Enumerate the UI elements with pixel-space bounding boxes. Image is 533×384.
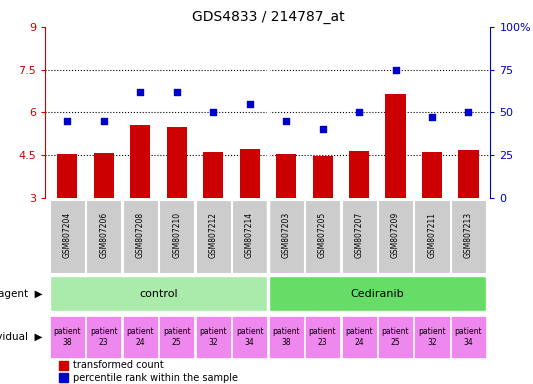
Text: patient
38: patient 38 — [272, 327, 300, 347]
Bar — [239, 149, 260, 198]
Bar — [50, 200, 85, 273]
Bar — [415, 200, 449, 273]
Text: GSM807204: GSM807204 — [63, 212, 72, 258]
Bar — [196, 316, 231, 358]
Bar — [305, 200, 340, 273]
Point — [427, 114, 436, 121]
Text: patient
32: patient 32 — [199, 327, 227, 347]
Text: patient
34: patient 34 — [236, 327, 263, 347]
Bar — [59, 373, 68, 382]
Point — [318, 126, 327, 132]
Bar — [232, 200, 267, 273]
Text: individual  ▶: individual ▶ — [0, 332, 43, 342]
Text: patient
24: patient 24 — [345, 327, 373, 347]
Text: GSM807205: GSM807205 — [318, 212, 327, 258]
Bar — [349, 151, 369, 198]
Text: patient
23: patient 23 — [309, 327, 336, 347]
Text: percentile rank within the sample: percentile rank within the sample — [73, 373, 238, 383]
Bar — [123, 316, 158, 358]
Bar — [196, 200, 231, 273]
Text: patient
25: patient 25 — [382, 327, 409, 347]
Title: GDS4833 / 214787_at: GDS4833 / 214787_at — [191, 10, 344, 25]
Text: control: control — [139, 289, 177, 299]
Bar — [342, 200, 376, 273]
Text: GSM807206: GSM807206 — [99, 212, 108, 258]
Bar — [86, 316, 121, 358]
Bar — [159, 316, 194, 358]
Bar — [385, 94, 406, 198]
Point — [136, 89, 144, 95]
Bar — [269, 316, 304, 358]
Text: GSM807209: GSM807209 — [391, 212, 400, 258]
Bar — [269, 276, 486, 311]
Bar — [378, 316, 413, 358]
Bar — [123, 200, 158, 273]
Point — [172, 89, 181, 95]
Point — [100, 118, 108, 124]
Bar — [378, 200, 413, 273]
Text: transformed count: transformed count — [73, 360, 164, 370]
Bar — [232, 316, 267, 358]
Text: patient
24: patient 24 — [126, 327, 154, 347]
Bar — [458, 150, 479, 198]
Bar — [422, 152, 442, 198]
Point — [391, 66, 400, 73]
Text: patient
38: patient 38 — [53, 327, 81, 347]
Text: GSM807214: GSM807214 — [245, 212, 254, 258]
Text: patient
32: patient 32 — [418, 327, 446, 347]
Bar — [94, 153, 114, 198]
Bar — [312, 156, 333, 198]
Text: GSM807213: GSM807213 — [464, 212, 473, 258]
Bar — [276, 154, 296, 198]
Text: GSM807207: GSM807207 — [354, 212, 364, 258]
Point — [209, 109, 217, 115]
Point — [245, 101, 254, 107]
Point — [464, 109, 473, 115]
Bar — [59, 361, 68, 369]
Bar — [451, 316, 486, 358]
Bar — [167, 127, 187, 198]
Bar — [342, 316, 376, 358]
Text: patient
25: patient 25 — [163, 327, 190, 347]
Bar — [415, 316, 449, 358]
Point — [282, 118, 290, 124]
Bar — [203, 152, 223, 198]
Text: Cediranib: Cediranib — [351, 289, 404, 299]
Point — [355, 109, 364, 115]
Text: GSM807208: GSM807208 — [136, 212, 144, 258]
Text: agent  ▶: agent ▶ — [0, 289, 43, 299]
Text: patient
23: patient 23 — [90, 327, 117, 347]
Text: GSM807212: GSM807212 — [208, 212, 217, 258]
Text: GSM807210: GSM807210 — [172, 212, 181, 258]
Text: patient
34: patient 34 — [455, 327, 482, 347]
Text: GSM807211: GSM807211 — [427, 212, 437, 258]
Bar — [269, 200, 304, 273]
Bar — [159, 200, 194, 273]
Point — [63, 118, 71, 124]
Bar — [451, 200, 486, 273]
Bar — [50, 276, 267, 311]
Bar — [130, 125, 150, 198]
Bar — [57, 154, 77, 198]
Bar — [50, 316, 85, 358]
Bar — [86, 200, 121, 273]
Bar — [305, 316, 340, 358]
Text: GSM807203: GSM807203 — [281, 212, 290, 258]
